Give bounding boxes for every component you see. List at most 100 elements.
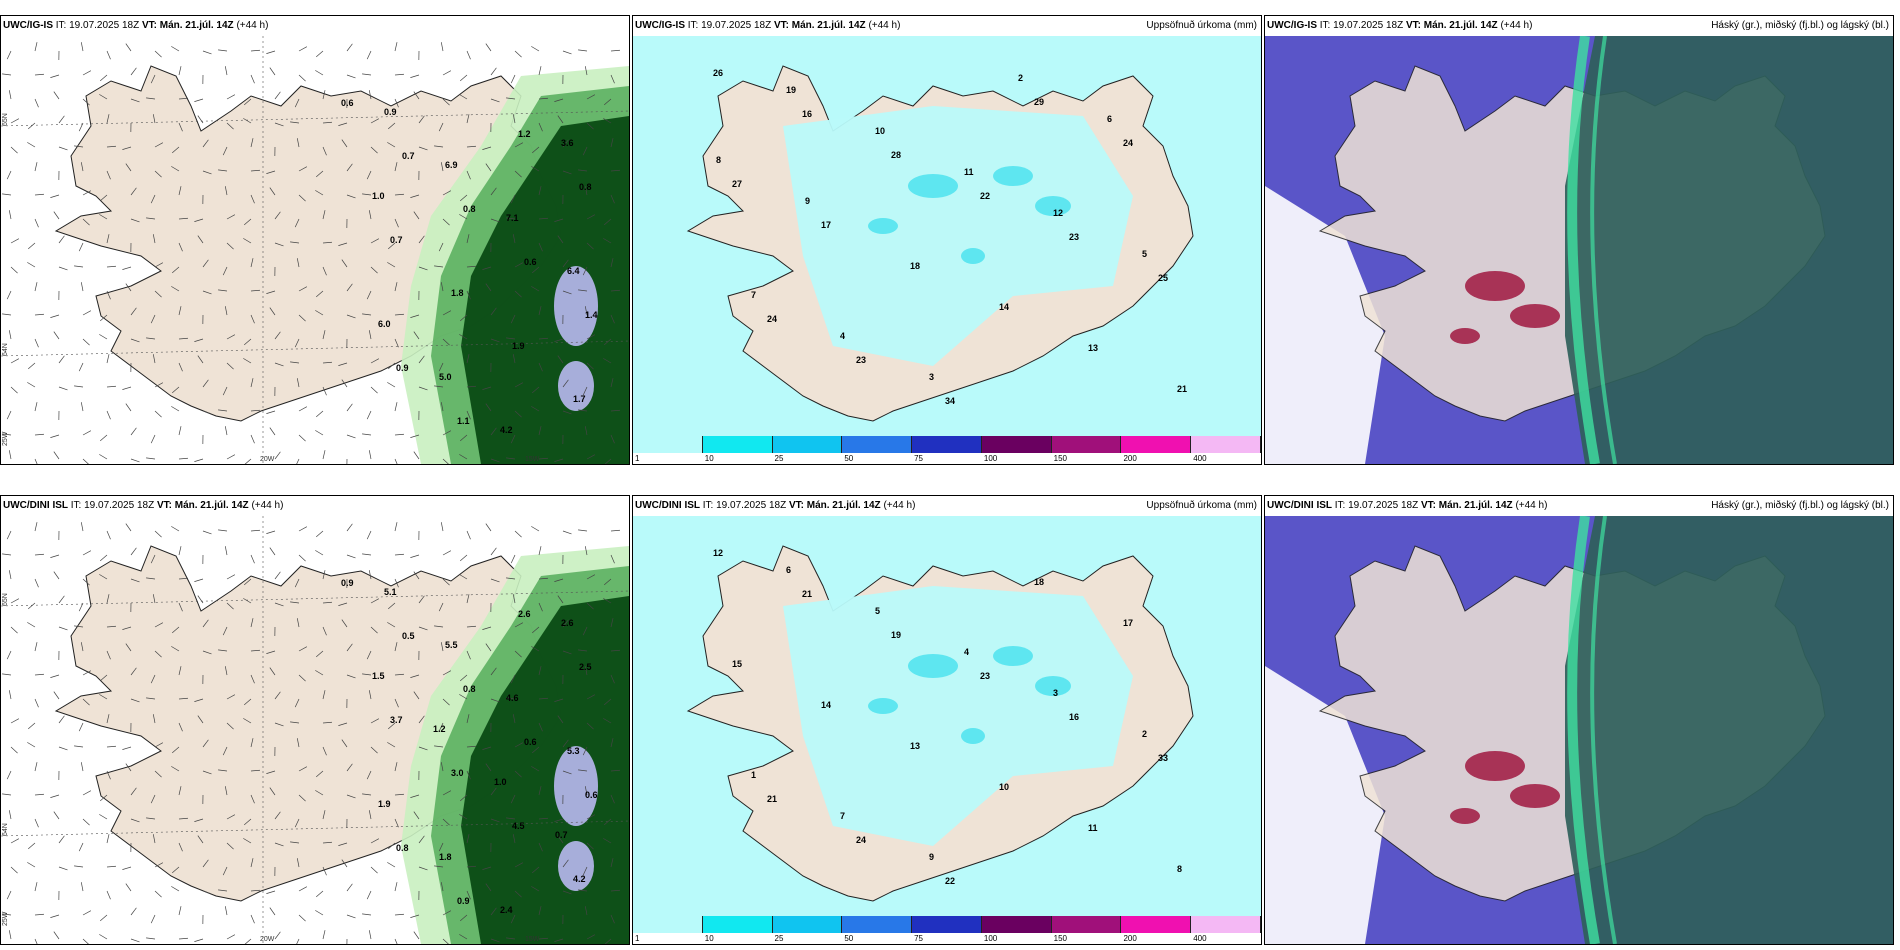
wind-barb	[603, 238, 612, 244]
wind-barb	[154, 170, 162, 178]
wind-barb	[610, 554, 615, 564]
wind-barb	[250, 649, 260, 652]
wind-barb	[362, 553, 372, 556]
wind-barb	[226, 602, 234, 610]
wind-barb	[74, 625, 84, 628]
panel-title: Uppsöfnuð úrkoma (mm)	[1146, 20, 1257, 31]
wind-barb	[394, 193, 404, 196]
wind-barb	[298, 406, 308, 412]
wind-barb	[10, 238, 20, 244]
wind-barb	[8, 810, 12, 820]
wind-barb	[582, 266, 588, 276]
wind-barb	[413, 931, 420, 940]
wind-barb	[50, 314, 60, 318]
precip-value: 6.0	[378, 319, 391, 329]
wind-barb	[578, 409, 588, 412]
wind-barb	[366, 650, 372, 660]
map-canvas: 2616282223252423342924271718141321191011…	[633, 36, 1261, 436]
wind-barb	[58, 235, 65, 244]
wind-barb	[440, 642, 444, 652]
wind-barb	[610, 738, 614, 748]
wind-barb	[224, 786, 228, 796]
wind-barb	[130, 818, 140, 823]
wind-barb	[584, 546, 588, 556]
wind-barb	[294, 578, 300, 588]
colorbar-swatch	[1191, 436, 1261, 453]
wind-barb	[53, 331, 60, 340]
wind-barb	[243, 818, 252, 826]
map-canvas	[1265, 36, 1893, 464]
wind-barb	[266, 650, 276, 654]
wind-barb	[514, 742, 524, 748]
axis-label: 25W	[2, 431, 9, 446]
wind-barb	[410, 194, 420, 198]
wind-barb	[154, 862, 164, 868]
wind-barb	[315, 310, 324, 316]
wind-barb	[226, 814, 236, 820]
model-name: UWC/IG-IS	[3, 20, 53, 31]
wind-barb	[82, 698, 90, 706]
model-name: UWC/IG-IS	[1267, 20, 1317, 31]
wind-barb	[130, 218, 140, 223]
wind-barb	[387, 602, 396, 610]
wind-barb	[80, 402, 84, 412]
wind-barb	[178, 602, 183, 612]
wind-barb	[338, 242, 348, 246]
precip-value: 1	[751, 770, 756, 780]
vt-value: Mán. 21.júl. 14Z	[1438, 500, 1513, 511]
wind-barb	[8, 90, 12, 100]
precip-value: 4.6	[506, 693, 519, 703]
wind-barb	[610, 649, 620, 652]
precip-value: 1.4	[585, 310, 598, 320]
precip-value: 9	[805, 196, 810, 206]
wind-barb	[78, 242, 84, 252]
wind-barb	[410, 74, 420, 78]
wind-barb	[34, 42, 38, 52]
wind-barb	[346, 674, 356, 679]
wind-barb	[586, 94, 596, 100]
wind-barb	[146, 337, 156, 340]
wind-barb	[434, 865, 444, 868]
panel-title: Háský (gr.), miðský (fj.bl.) og lágský (…	[1711, 500, 1889, 511]
precip-value: 24	[1123, 138, 1133, 148]
wind-barb	[514, 770, 522, 778]
lat-lon-grid	[1, 516, 629, 944]
wind-barb	[538, 242, 543, 252]
wind-barb	[244, 458, 252, 464]
wind-barb	[442, 338, 450, 346]
wind-barb	[130, 67, 137, 76]
wind-barb	[490, 307, 497, 316]
wind-barb	[6, 530, 12, 540]
wind-barb	[243, 598, 252, 604]
wind-barb	[315, 890, 324, 898]
it-label: IT:	[1319, 20, 1331, 31]
wind-barb	[315, 910, 324, 916]
wind-barb	[99, 794, 108, 802]
wind-barb	[27, 602, 36, 610]
wind-barb	[459, 334, 468, 340]
wind-barb	[178, 546, 182, 556]
wind-barb	[346, 763, 353, 772]
wind-barb	[80, 282, 84, 292]
wind-barb	[58, 866, 68, 871]
wind-barb	[584, 786, 588, 796]
it-value: 19.07.2025 18Z	[1348, 500, 1419, 511]
wind-barb	[438, 602, 444, 612]
wind-barb	[178, 937, 188, 940]
model-name: UWC/IG-IS	[635, 20, 685, 31]
wind-barb	[202, 770, 212, 775]
wind-barb	[34, 938, 38, 944]
wind-barb	[440, 762, 444, 772]
wind-barb	[341, 619, 348, 628]
wind-barb	[99, 814, 108, 820]
wind-barb	[362, 673, 372, 676]
wind-barb	[366, 530, 372, 540]
wind-barb	[410, 554, 420, 558]
it-label: IT:	[55, 20, 67, 31]
wind-barb	[290, 361, 300, 364]
wind-barb	[368, 330, 372, 340]
colorbar-swatch	[842, 436, 913, 453]
precip-value: 5.1	[384, 587, 397, 597]
wind-barb	[106, 890, 111, 900]
